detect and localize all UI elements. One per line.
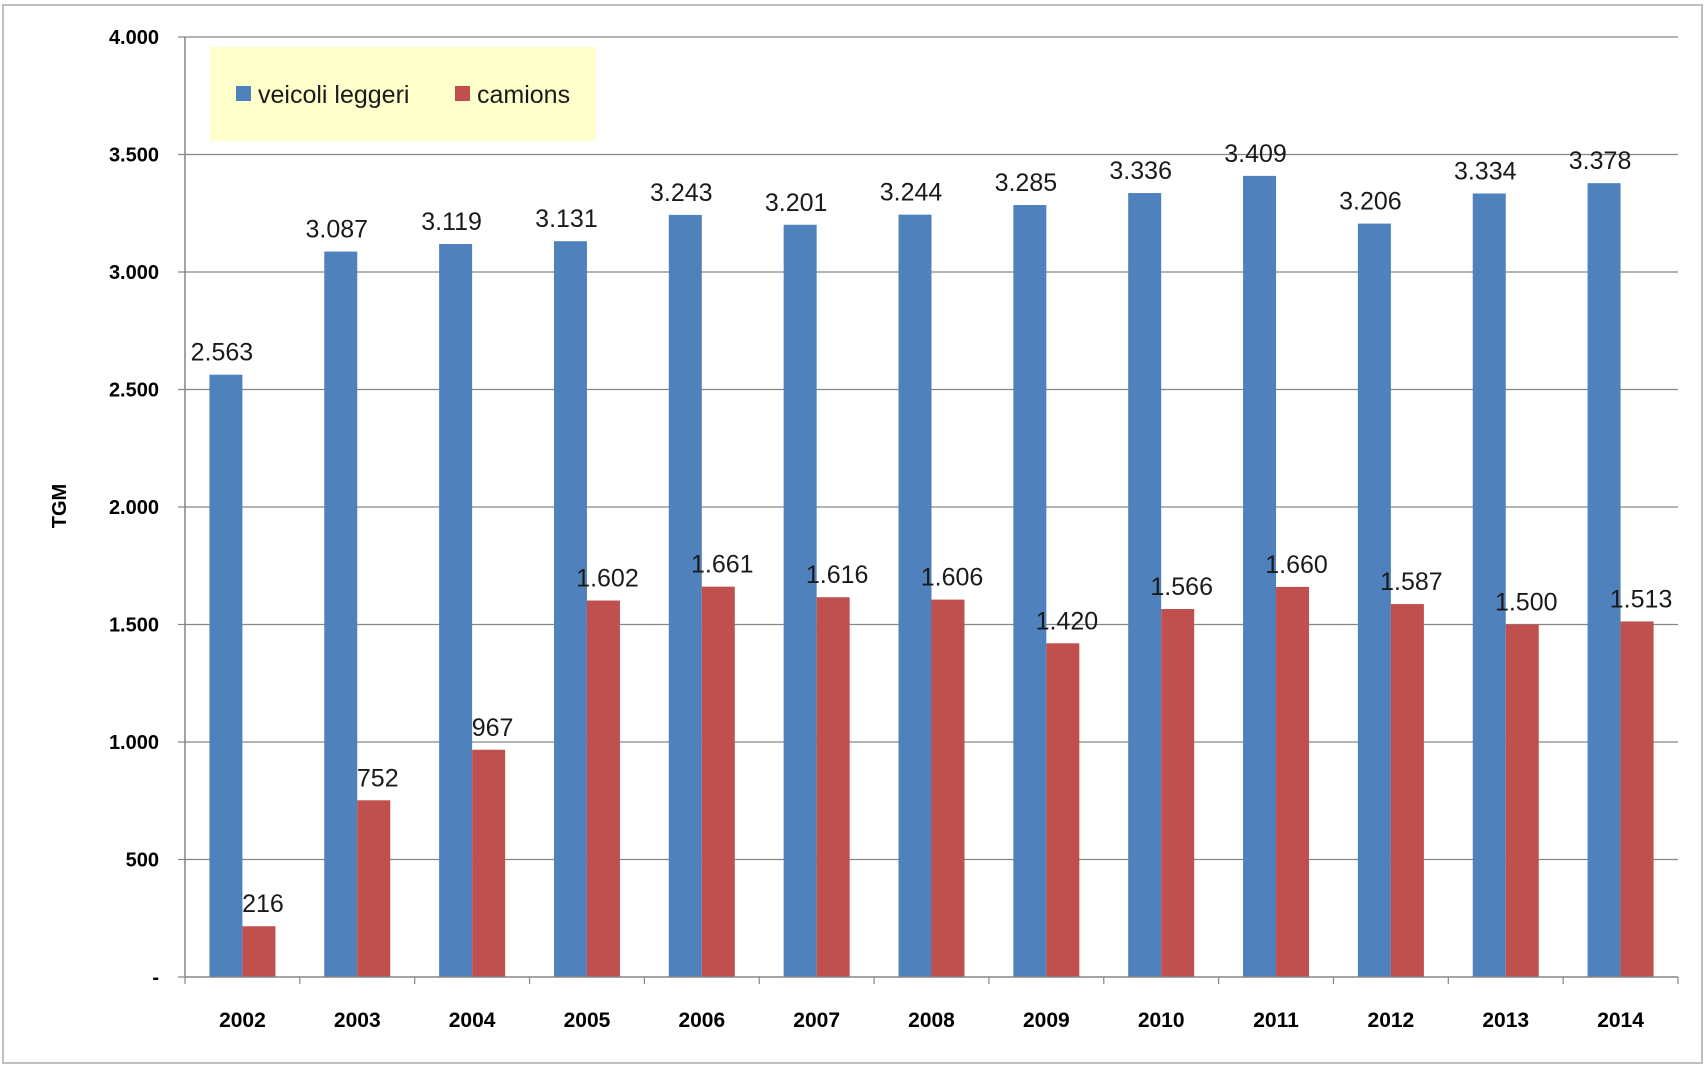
data-label-camions: 1.513 (1610, 585, 1673, 613)
y-tick-label: 3.000 (109, 262, 159, 284)
x-tick-label: 2007 (793, 1009, 840, 1032)
axes (178, 36, 1679, 984)
data-label-veicoli-leggeri: 3.378 (1569, 147, 1632, 175)
data-label-camions: 1.616 (806, 561, 869, 589)
legend-swatch-camions (455, 86, 470, 101)
data-label-camions: 1.420 (1036, 607, 1099, 635)
bar-camions (1505, 624, 1539, 977)
x-tick-label: 2012 (1368, 1009, 1415, 1032)
data-label-camions: 1.587 (1380, 568, 1443, 596)
y-tick-labels: - 500 1.000 1.500 2.000 2.500 3.000 3.500 4.000 (109, 27, 159, 989)
bar-veicoli-leggeri (324, 251, 358, 977)
bar-camions (586, 600, 620, 977)
data-label-veicoli-leggeri: 3.206 (1339, 188, 1402, 216)
x-tick-label: 2002 (219, 1009, 266, 1032)
data-labels: 2.563 3.087 3.119 3.131 3.243 3.201 3.244 3.285… (191, 140, 1673, 918)
bar-camions (357, 800, 391, 977)
legend-label-veicoli-leggeri: veicoli leggeri (258, 81, 409, 109)
y-tick-label: 500 (126, 850, 159, 872)
data-label-veicoli-leggeri: 2.563 (191, 339, 254, 367)
bar-camions (1161, 608, 1195, 977)
y-tick-label: 2.000 (109, 497, 159, 519)
data-label-camions: 1.500 (1495, 589, 1558, 617)
legend-swatch-veicoli-leggeri (236, 86, 251, 101)
y-axis-label: TGM (49, 484, 71, 528)
y-tick-label: - (152, 967, 159, 989)
y-tick-label: 1.000 (109, 732, 159, 754)
bar-veicoli-leggeri (783, 224, 817, 977)
y-tick-label: 4.000 (109, 27, 159, 49)
bar-camions (1046, 643, 1080, 977)
bar-veicoli-leggeri (1472, 193, 1506, 977)
data-label-veicoli-leggeri: 3.131 (535, 205, 598, 233)
data-label-veicoli-leggeri: 3.334 (1454, 158, 1517, 186)
x-tick-label: 2003 (334, 1009, 381, 1032)
bar-camions (242, 926, 276, 977)
data-label-camions: 967 (472, 714, 514, 742)
x-tick-label: 2009 (1023, 1009, 1070, 1032)
bar-camions (1390, 604, 1424, 977)
x-tick-label: 2013 (1482, 1009, 1529, 1032)
bar-camions (472, 749, 506, 977)
x-tick-label: 2011 (1253, 1009, 1299, 1032)
data-label-camions: 1.566 (1150, 573, 1213, 601)
data-label-veicoli-leggeri: 3.409 (1224, 140, 1287, 168)
data-label-veicoli-leggeri: 3.087 (305, 216, 368, 244)
x-tick-label: 2005 (564, 1009, 611, 1032)
data-label-veicoli-leggeri: 3.285 (995, 169, 1058, 197)
data-label-camions: 752 (357, 764, 399, 792)
bar-veicoli-leggeri (1243, 175, 1277, 977)
data-label-camions: 1.660 (1265, 551, 1328, 579)
data-label-veicoli-leggeri: 3.119 (421, 208, 482, 236)
legend-box (210, 47, 596, 141)
data-label-camions: 1.661 (691, 551, 754, 579)
x-tick-label: 2010 (1138, 1009, 1185, 1032)
bar-camions (1276, 586, 1310, 977)
x-tick-label: 2004 (449, 1009, 496, 1032)
legend-label-camions: camions (477, 81, 570, 109)
bar-veicoli-leggeri (1357, 223, 1391, 978)
legend: veicoli leggeri camions (210, 47, 596, 141)
data-label-camions: 1.602 (576, 565, 639, 593)
data-label-veicoli-leggeri: 3.201 (765, 189, 828, 217)
data-label-veicoli-leggeri: 3.243 (650, 179, 713, 207)
bar-veicoli-leggeri (553, 241, 587, 978)
data-label-veicoli-leggeri: 3.244 (880, 179, 943, 207)
x-tick-label: 2008 (908, 1009, 955, 1032)
data-label-veicoli-leggeri: 3.336 (1109, 157, 1172, 185)
data-label-camions: 216 (242, 890, 284, 918)
bar-camions (701, 586, 735, 977)
bar-camions (1620, 621, 1654, 977)
bar-veicoli-leggeri (898, 214, 932, 977)
bar-veicoli-leggeri (1587, 183, 1621, 978)
bar-veicoli-leggeri (1013, 205, 1047, 977)
y-tick-label: 1.500 (109, 615, 159, 637)
data-label-camions: 1.606 (921, 564, 984, 592)
bar-veicoli-leggeri (1128, 193, 1162, 978)
bar-camions (816, 597, 850, 977)
bars (209, 175, 1654, 978)
x-tick-label: 2006 (678, 1009, 725, 1032)
y-tick-label: 2.500 (109, 380, 159, 402)
x-tick-labels: 2002 2003 2004 2005 2006 2007 2008 2009 2010 2011… (219, 1009, 1644, 1032)
x-tick-label: 2014 (1597, 1009, 1644, 1032)
bar-veicoli-leggeri (668, 214, 702, 977)
y-tick-label: 3.500 (109, 145, 159, 167)
bar-veicoli-leggeri (209, 374, 243, 977)
bar-camions (931, 599, 965, 977)
bar-veicoli-leggeri (439, 244, 473, 977)
